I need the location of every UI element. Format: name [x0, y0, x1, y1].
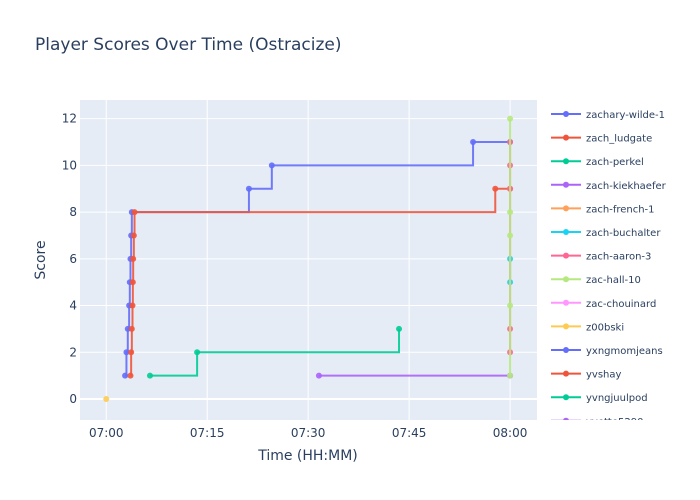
legend-label: zac-hall-10: [586, 275, 641, 286]
data-point: [129, 279, 136, 286]
legend-marker-icon: [563, 205, 569, 212]
legend-item-zach-perkel[interactable]: zach-perkel: [551, 157, 644, 168]
legend-marker-icon: [563, 489, 569, 495]
legend-item-yvessaint69[interactable]: yvessaint69: [551, 440, 646, 451]
x-tick-label: 07:15: [190, 426, 225, 440]
data-point: [127, 372, 134, 379]
legend-label: yungvirus: [586, 488, 635, 499]
x-axis-label: Time (HH:MM): [257, 448, 358, 464]
y-tick-label: 10: [62, 158, 77, 172]
data-point: [128, 325, 135, 332]
data-point: [492, 185, 499, 192]
legend-item-zach-french-1[interactable]: zach-french-1: [551, 204, 655, 215]
data-point: [130, 232, 137, 239]
legend-item-zach-buchalter[interactable]: zach-buchalter: [551, 228, 661, 239]
legend-marker-icon: [563, 181, 569, 188]
legend-marker-icon: [563, 252, 569, 259]
data-point: [507, 372, 514, 379]
y-tick-label: 4: [69, 299, 77, 313]
legend-item-z00bski[interactable]: z00bski: [551, 322, 624, 333]
legend[interactable]: zachary-wilde-1 zach_ludgate zach-perkel za…: [551, 110, 667, 499]
y-tick-label: 6: [69, 252, 77, 266]
legend-item-yungvirus[interactable]: yungvirus: [551, 488, 635, 499]
legend-label: yvshay: [586, 370, 622, 381]
legend-item-yvesarmand[interactable]: yvesarmand: [551, 464, 648, 475]
data-point: [122, 372, 129, 379]
y-tick-label: 0: [69, 392, 77, 406]
legend-item-zach_ludgate[interactable]: zach_ludgate: [551, 134, 652, 145]
legend-item-yxngmomjeans[interactable]: yxngmomjeans: [551, 346, 663, 357]
legend-label: zach-french-1: [586, 204, 655, 215]
legend-marker-icon: [563, 370, 569, 377]
legend-item-yvette5290[interactable]: yvette5290: [551, 417, 643, 428]
legend-marker-icon: [563, 323, 569, 330]
legend-item-zac-chouinard[interactable]: zac-chouinard: [551, 299, 656, 310]
data-point: [128, 349, 135, 356]
legend-item-zach-kiekhaefer[interactable]: zach-kiekhaefer: [551, 181, 667, 192]
legend-marker-icon: [563, 417, 569, 420]
legend-label: yvessaint69: [586, 440, 646, 451]
legend-label: yvette5290: [586, 417, 643, 428]
legend-label: zac-chouinard: [586, 299, 656, 310]
chart-title: Player Scores Over Time (Ostracize): [35, 35, 342, 55]
data-point: [268, 162, 275, 169]
legend-label: z00bski: [586, 322, 624, 333]
data-point: [507, 232, 514, 239]
data-point: [103, 395, 110, 402]
x-tick-label: 08:00: [493, 426, 528, 440]
trace-zach_ludgate: [127, 185, 514, 379]
legend-label: zach-perkel: [586, 157, 644, 168]
data-point: [507, 302, 514, 309]
legend-item-zac-hall-10[interactable]: zac-hall-10: [551, 275, 641, 286]
legend-marker-icon: [563, 158, 569, 165]
data-point: [123, 349, 130, 356]
legend-marker-icon: [563, 465, 569, 471]
data-point: [146, 372, 153, 379]
legend-label: yvngjuulpod: [586, 393, 648, 404]
trace-zach-perkel: [146, 325, 403, 379]
legend-marker-icon: [563, 229, 569, 235]
data-point: [315, 372, 322, 379]
y-axis-label: Score: [33, 240, 49, 279]
legend-marker-icon: [563, 299, 569, 306]
legend-item-yvngjuulpod[interactable]: yvngjuulpod: [551, 393, 648, 404]
legend-marker-icon: [563, 134, 569, 141]
legend-label: zachary-wilde-1: [586, 110, 665, 121]
legend-item-zach-aaron-3[interactable]: zach-aaron-3: [551, 252, 651, 263]
data-point: [396, 325, 403, 332]
legend-label: zach-aaron-3: [586, 252, 651, 263]
y-tick-label: 12: [62, 112, 77, 126]
trace-zac-hall-10: [507, 115, 514, 379]
legend-label: zach-kiekhaefer: [586, 181, 667, 192]
data-point: [130, 255, 137, 262]
data-point: [507, 115, 514, 122]
legend-marker-icon: [563, 347, 569, 353]
x-tick-label: 07:00: [89, 426, 124, 440]
legend-marker-icon: [563, 441, 569, 447]
legend-label: yvesarmand: [586, 464, 648, 475]
data-point: [470, 139, 477, 146]
data-point: [245, 185, 252, 192]
legend-label: yxngmomjeans: [586, 346, 663, 357]
x-tick-label: 07:45: [392, 426, 427, 440]
legend-item-yvshay[interactable]: yvshay: [551, 370, 622, 381]
legend-marker-icon: [563, 111, 569, 117]
legend-item-zachary-wilde-1[interactable]: zachary-wilde-1: [551, 110, 665, 121]
x-tick-label: 07:30: [291, 426, 326, 440]
legend-marker-icon: [563, 394, 569, 401]
data-point: [194, 349, 201, 356]
legend-label: zach-buchalter: [586, 228, 661, 239]
y-tick-label: 8: [69, 205, 77, 219]
y-tick-label: 2: [69, 345, 77, 359]
data-point: [129, 302, 136, 309]
data-point: [131, 209, 138, 216]
legend-marker-icon: [563, 276, 569, 283]
data-point: [507, 209, 514, 216]
legend-label: zach_ludgate: [586, 134, 652, 145]
trace-z00bski: [103, 395, 110, 402]
